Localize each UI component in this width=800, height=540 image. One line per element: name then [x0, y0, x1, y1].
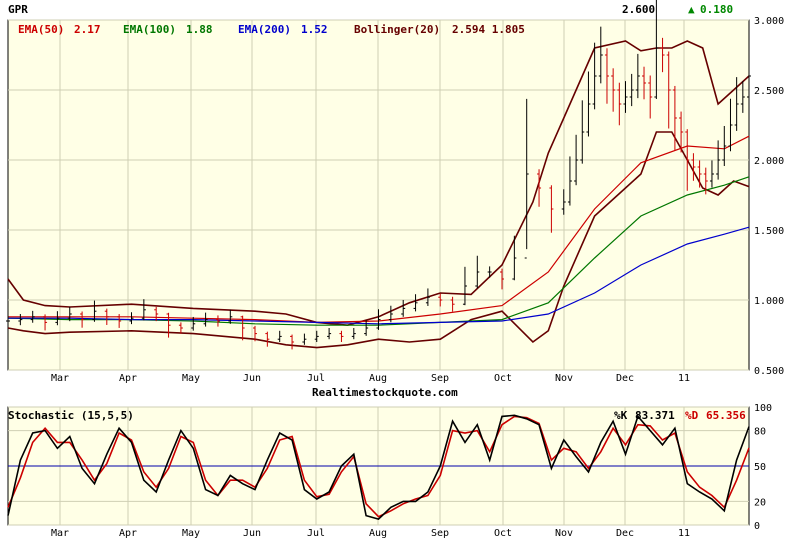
- axis-ticks: Mar Mar Apr Apr May May Jun Jun Jul Jul Aug Aug Sep S…: [51, 16, 784, 539]
- stoch-x-tick-label: Mar: [51, 528, 69, 539]
- stoch-y-tick-label: 80: [754, 427, 766, 438]
- legend-ema50-value: 2.17: [74, 23, 101, 36]
- legend-ema100-value: 1.88: [186, 23, 213, 36]
- change-value: 0.180: [700, 3, 733, 16]
- bollinger-bands: [7, 40, 750, 349]
- stoch-y-tick-label: 50: [754, 462, 766, 473]
- legend-boll-values: 2.594 1.805: [452, 23, 525, 36]
- stoch-d-value: 65.356: [706, 409, 746, 422]
- price-x-tick-label: Nov: [555, 373, 573, 384]
- price-x-tick-label: Jun: [243, 373, 261, 384]
- price-x-tick-label: May: [182, 373, 200, 384]
- stoch-x-tick-label: Apr: [119, 528, 137, 539]
- stoch-x-tick-label: Dec: [616, 528, 634, 539]
- price-bars: [6, 0, 751, 350]
- legend-ema200-value: 1.52: [301, 23, 328, 36]
- watermark: Realtimestockquote.com: [312, 386, 458, 399]
- price-x-tick-label: 11: [678, 373, 690, 384]
- ema-lines: [7, 135, 750, 326]
- stoch-x-tick-label: Jul: [307, 528, 325, 539]
- stoch-x-tick-label: Aug: [369, 528, 387, 539]
- legend-ema100-label: EMA(100): [123, 23, 176, 36]
- grid-lines: [8, 19, 749, 526]
- stoch-k-line: [7, 414, 750, 520]
- stoch-k-value: 83.371: [635, 409, 675, 422]
- stoch-x-tick-label: Nov: [555, 528, 573, 539]
- price-x-tick-label: Mar: [51, 373, 69, 384]
- price-y-tick-label: 3.000: [754, 16, 784, 27]
- price-y-tick-label: 2.000: [754, 156, 784, 167]
- stoch-y-tick-label: 100: [754, 403, 772, 414]
- price-x-tick-label: Aug: [369, 373, 387, 384]
- stoch-x-tick-label: 11: [678, 528, 690, 539]
- stoch-title: Stochastic (15,5,5): [8, 409, 134, 422]
- price-x-tick-label: Oct: [494, 373, 512, 384]
- stochastic-lines: [7, 414, 750, 520]
- stoch-y-tick-label: 0: [754, 521, 760, 532]
- stoch-x-tick-label: Sep: [431, 528, 449, 539]
- last-price: 2.600: [622, 3, 655, 16]
- price-x-tick-label: Jul: [307, 373, 325, 384]
- price-y-tick-label: 2.500: [754, 86, 784, 97]
- change-arrow: ▲: [688, 3, 695, 16]
- ticker-label: GPR: [8, 3, 28, 16]
- price-y-tick-label: 0.500: [754, 366, 784, 377]
- price-x-tick-label: Dec: [616, 373, 634, 384]
- price-y-tick-label: 1.000: [754, 296, 784, 307]
- ema50-line: [8, 135, 750, 324]
- legend: EMA(50) 2.17 EMA(100) 1.88 EMA(200) 1.52…: [18, 23, 525, 36]
- stoch-d-label: %D: [685, 409, 699, 422]
- stoch-x-tick-label: Jun: [243, 528, 261, 539]
- bollinger-lower-line: [7, 131, 750, 349]
- price-y-tick-label: 1.500: [754, 226, 784, 237]
- stoch-k-label: %K: [614, 409, 628, 422]
- price-x-tick-label: Apr: [119, 373, 137, 384]
- legend-boll-label: Bollinger(20): [354, 23, 440, 36]
- stoch-x-tick-label: Oct: [494, 528, 512, 539]
- legend-ema50-label: EMA(50): [18, 23, 64, 36]
- ema200-line: [8, 226, 750, 325]
- legend-ema200-label: EMA(200): [238, 23, 291, 36]
- stoch-y-tick-label: 20: [754, 497, 766, 508]
- price-x-tick-label: Sep: [431, 373, 449, 384]
- stoch-x-tick-label: May: [182, 528, 200, 539]
- bollinger-upper-line: [7, 40, 750, 327]
- stoch-d-line: [7, 415, 750, 518]
